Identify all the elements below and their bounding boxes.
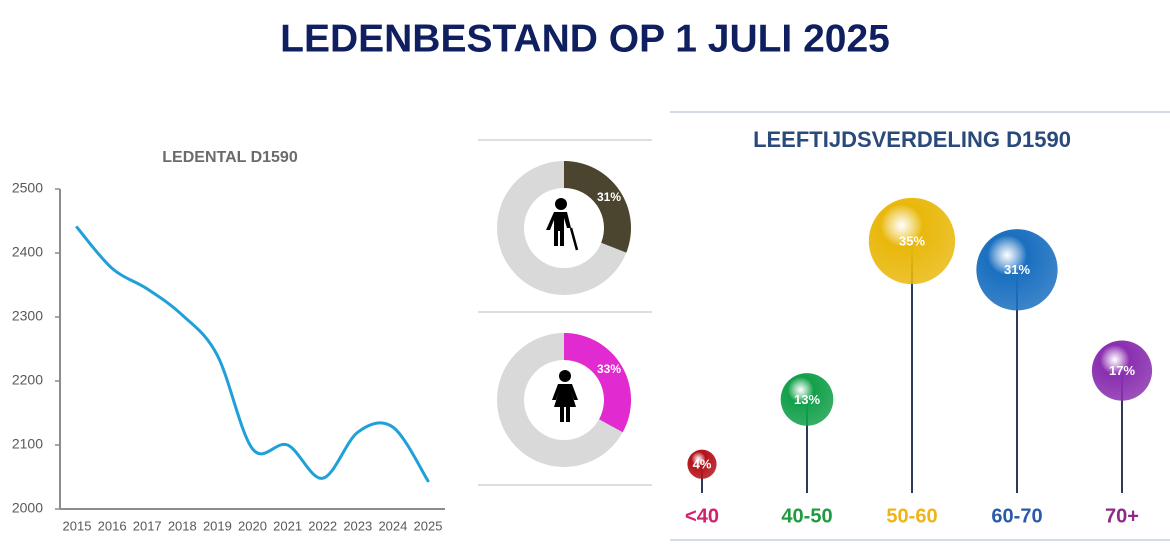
woman-icon [552, 370, 578, 422]
category-label: 60-70 [991, 505, 1042, 527]
bubble [780, 373, 834, 426]
category-label: 40-50 [781, 505, 832, 527]
chart-title: LEEFTIJDSVERDELING D1590 [753, 127, 1071, 152]
x-tick-label: 2024 [378, 518, 407, 533]
value-label: 31% [1004, 262, 1030, 277]
line-series [75, 225, 430, 483]
x-tick-label: 2023 [343, 518, 372, 533]
page-title: LEDENBESTAND OP 1 JULI 2025 [280, 17, 890, 60]
y-tick-label: 2100 [12, 436, 43, 452]
y-tick-label: 2300 [12, 308, 43, 324]
chart-title: LEDENTAL D1590 [162, 149, 298, 166]
x-tick-label: 2021 [273, 518, 302, 533]
x-tick-label: 2019 [203, 518, 232, 533]
x-tick-label: 2016 [98, 518, 127, 533]
x-tick-label: 2025 [414, 518, 443, 533]
value-label: 13% [794, 392, 820, 407]
value-label: 35% [899, 233, 925, 248]
x-tick-label: 2020 [238, 518, 267, 533]
bubble [976, 229, 1058, 311]
bubble [687, 449, 717, 479]
value-label: 4% [693, 457, 712, 472]
bubble [1091, 340, 1153, 401]
y-tick-label: 2200 [12, 372, 43, 388]
x-tick-label: 2022 [308, 518, 337, 533]
value-label: 17% [1109, 363, 1135, 378]
donut-segment [564, 333, 631, 433]
x-tick-label: 2017 [133, 518, 162, 533]
y-tick-label: 2500 [12, 180, 43, 196]
category-label: <40 [685, 505, 719, 527]
donut-segment [564, 161, 631, 253]
category-label: 50-60 [886, 505, 937, 527]
elderly-icon [546, 198, 579, 251]
category-label: 70+ [1105, 505, 1139, 527]
x-tick-label: 2015 [63, 518, 92, 533]
bubble [868, 197, 956, 285]
value-label: 33% [597, 362, 621, 376]
y-tick-label: 2400 [12, 244, 43, 260]
value-label: 31% [597, 190, 621, 204]
y-tick-label: 2000 [12, 500, 43, 516]
x-tick-label: 2018 [168, 518, 197, 533]
